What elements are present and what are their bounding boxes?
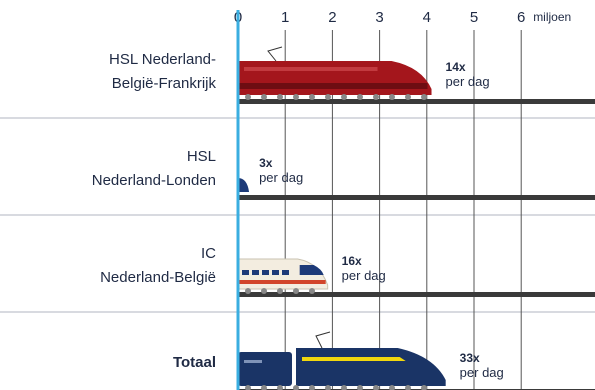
frequency-unit: per dag [446,74,490,89]
bar-mark [238,61,432,95]
wheel [261,288,267,294]
train-window [242,270,249,275]
wheel [293,385,299,390]
frequency-value: 14x [446,60,466,74]
category-label: België-Frankrijk [112,75,217,92]
rail [238,292,595,297]
train-fyra [238,331,446,390]
wheel [325,94,331,100]
wheel [293,288,299,294]
wheel [261,385,267,390]
train-bars [237,46,446,390]
wheel [405,385,411,390]
wheel [293,94,299,100]
wheel [309,94,315,100]
bar-mark [296,348,446,386]
wheel [389,385,395,390]
x-tick-label: 3 [375,9,383,26]
wheel [261,94,267,100]
frequency-unit: per dag [259,170,303,185]
category-label: Nederland-Londen [92,172,216,189]
train-stripe [238,280,326,284]
pantograph [315,331,331,349]
x-tick-label: 5 [470,9,478,26]
frequency-unit: per dag [342,268,386,283]
category-label: Nederland-België [100,269,216,286]
train-window [282,270,289,275]
category-label: IC [201,245,216,262]
wheel [277,288,283,294]
wheel [357,385,363,390]
wheel [277,94,283,100]
category-labels: HSL Nederland- België-Frankrijk HSL Nederla… [92,51,217,371]
train-thalys [238,46,432,100]
train-window [252,270,259,275]
wheel [341,385,347,390]
wheel [325,385,331,390]
pantograph [267,46,283,62]
category-label: Totaal [173,354,216,371]
train-eurostar [238,178,250,192]
rail [238,99,595,104]
wheel [245,288,251,294]
frequency-value: 33x [460,351,480,365]
wheel [277,385,283,390]
wheel [389,94,395,100]
wheel [245,94,251,100]
x-axis-ticks: 0123456 [234,9,526,26]
x-tick-label: 6 [517,9,525,26]
wheel [373,94,379,100]
wheel [341,94,347,100]
train-window [262,270,269,275]
frequency-value: 16x [342,254,362,268]
unit-label: miljoen [533,10,571,24]
frequency-value: 3x [259,156,273,170]
rails [238,99,595,390]
train-detail [244,360,262,363]
rail [238,195,595,200]
category-label: HSL [187,148,216,165]
train-cab-window [299,265,324,275]
x-tick-label: 4 [423,9,431,26]
frequency-unit: per dag [460,365,504,380]
train-detail [244,67,378,71]
train-loco [238,352,292,386]
wheel [357,94,363,100]
wheel [405,94,411,100]
train-stripe [238,83,428,89]
train-stripe [302,357,406,361]
train-window [272,270,279,275]
wheel [421,385,427,390]
train-benelux [237,258,329,294]
wheel [373,385,379,390]
wheel [245,385,251,390]
wheel [309,288,315,294]
wheel [421,94,427,100]
x-tick-label: 2 [328,9,336,26]
bar-mark [238,178,250,192]
row-separators [0,117,595,313]
x-tick-label: 1 [281,9,289,26]
wheel [309,385,315,390]
category-label: HSL Nederland- [109,51,216,68]
